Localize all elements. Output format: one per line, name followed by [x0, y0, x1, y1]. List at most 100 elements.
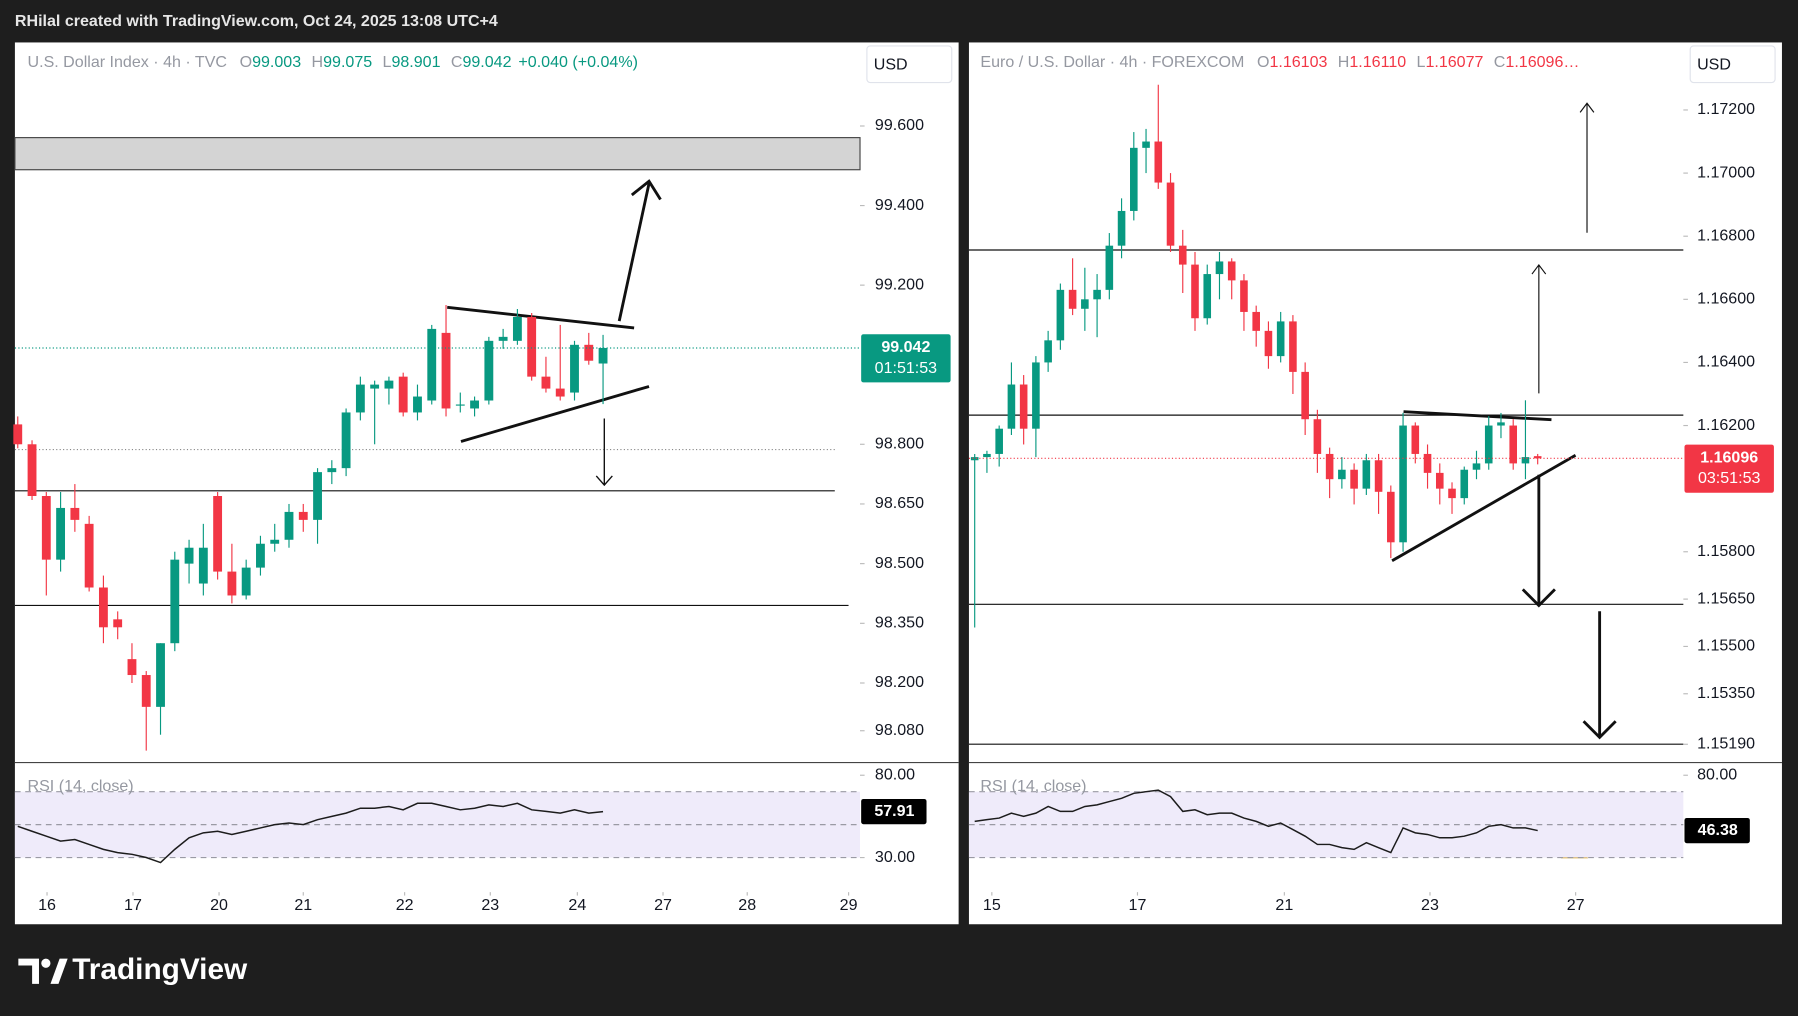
x-tick-label: 21	[294, 896, 312, 914]
ohlc-label: O	[240, 53, 252, 71]
rsi-tag	[861, 798, 927, 825]
candle-body	[1435, 472, 1444, 489]
candle-body	[1215, 261, 1224, 275]
ohlc-label: H	[312, 53, 324, 71]
candle-body	[1044, 340, 1052, 363]
candle-body	[1533, 456, 1542, 459]
y-tick-label: 1.15190	[1697, 734, 1755, 752]
ohlc-label: O	[1257, 53, 1269, 71]
ohlc-value: 1.16110	[1349, 53, 1406, 71]
candle-body	[370, 384, 380, 389]
candle-body	[1032, 362, 1040, 429]
candle-body	[427, 328, 437, 401]
y-tick-label: 99.600	[875, 116, 924, 134]
triangle-top	[1403, 410, 1552, 422]
candle-body	[170, 559, 180, 644]
y-tick-label: 1.16400	[1697, 353, 1755, 371]
candle-body	[1117, 210, 1126, 246]
candle-body	[1093, 289, 1101, 300]
candle-body	[41, 496, 51, 560]
candle-body	[384, 380, 394, 389]
candle-body	[13, 424, 23, 445]
candle-body	[1068, 289, 1077, 309]
ohlc-value: 99.042	[462, 53, 511, 71]
candle-body	[1178, 245, 1187, 265]
candle-body	[1056, 289, 1065, 341]
candle-body	[1313, 419, 1322, 454]
rsi-tag	[1684, 817, 1750, 844]
credit: RHilal created with TradingView.com, Oct…	[15, 12, 498, 30]
candle-body	[1252, 311, 1260, 331]
change: +0.040 (+0.04%)	[518, 53, 638, 71]
candle-body	[1240, 280, 1248, 312]
candle-body	[1387, 491, 1395, 543]
x-tick-label: 27	[654, 896, 672, 914]
ohlc-label: C	[1494, 53, 1506, 71]
candle-body	[512, 316, 522, 341]
y-tick-label: 1.17200	[1697, 100, 1755, 118]
candle-body	[527, 316, 537, 377]
candle-body	[298, 511, 308, 520]
candle-body	[1227, 261, 1236, 281]
candle-body	[1019, 384, 1028, 429]
x-tick-label: 17	[1129, 896, 1147, 914]
candle-body	[1289, 321, 1297, 372]
arrow-up	[1579, 102, 1595, 233]
candle-body	[1130, 147, 1138, 211]
x-tick-label: 15	[983, 896, 1001, 914]
symbol-header: U.S. Dollar Index · 4h · TVC O99.003 H99.0…	[28, 53, 638, 71]
candle-body	[1301, 371, 1309, 420]
logo-mark	[18, 958, 39, 984]
candle-body	[441, 332, 451, 409]
candle-body	[27, 444, 37, 497]
rsi-y-tick-label: 80.00	[875, 765, 915, 783]
candle-body	[1154, 141, 1163, 183]
y-tick-label: 98.800	[875, 435, 924, 453]
candle-body	[598, 347, 608, 364]
y-tick-label: 1.16800	[1697, 226, 1755, 244]
y-tick-label: 98.350	[875, 614, 924, 632]
y-tick-label: 1.16200	[1697, 416, 1755, 434]
drawings-left	[14, 137, 861, 607]
candle-body	[256, 543, 265, 568]
candle-body	[570, 344, 579, 393]
ohlc-value: 1.16077	[1425, 53, 1483, 71]
candle-body	[1411, 425, 1420, 454]
candle-body	[1472, 463, 1481, 470]
x-tick-label: 22	[396, 896, 414, 914]
currency: USD	[1697, 56, 1731, 74]
candle-body	[1276, 321, 1285, 357]
candle-body	[156, 643, 165, 707]
candle-body	[498, 336, 508, 341]
y-tick-label: 1.15800	[1697, 542, 1755, 560]
ohlc-label: L	[383, 53, 392, 71]
candle-body	[98, 587, 108, 628]
candle-body	[983, 453, 991, 458]
x-tick-label: 21	[1275, 896, 1293, 914]
y-tick-label: 1.15350	[1697, 684, 1755, 702]
y-tick-label: 1.17000	[1697, 163, 1755, 181]
candle-body	[270, 539, 280, 544]
ohlc-value: 98.901	[391, 53, 440, 71]
candle-body	[1362, 460, 1371, 489]
candle-body	[1509, 425, 1518, 464]
candle-body	[1081, 299, 1089, 309]
candle-body	[241, 567, 251, 596]
currency: USD	[874, 56, 908, 74]
rsi-y-tick-label: 80.00	[1697, 765, 1737, 783]
ohlc-value: 1.16103	[1269, 53, 1327, 71]
panel-left	[14, 42, 959, 925]
candle-body	[1325, 453, 1334, 480]
candle-body	[1521, 457, 1530, 464]
candle-body	[127, 659, 137, 676]
candle-body	[1399, 425, 1407, 543]
candle-body	[1497, 422, 1505, 426]
candle-body	[84, 523, 94, 588]
y-tick-label: 98.650	[875, 494, 924, 512]
y-tick-label: 99.400	[875, 196, 924, 214]
drawings-right	[968, 102, 1684, 859]
candle-body	[355, 384, 365, 413]
candle-body	[213, 496, 223, 572]
symbol: U.S. Dollar Index · 4h · TVC	[28, 53, 227, 71]
triangle-top	[447, 305, 635, 330]
